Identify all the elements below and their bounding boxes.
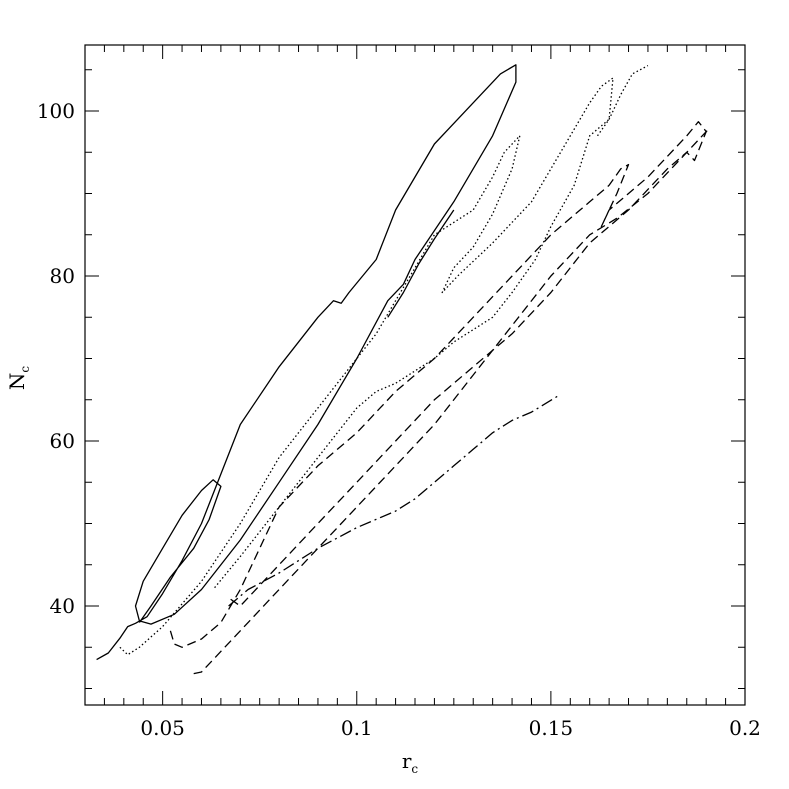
y-tick-label: 80 [50,264,75,288]
series-line-3 [119,77,614,656]
series-line-6 [193,127,711,675]
y-tick-label: 40 [50,594,75,618]
y-tick-label: 60 [50,429,75,453]
x-tick-label: 0.05 [140,716,185,740]
x-tick-label: 0.1 [341,716,373,740]
axis-ticks [85,45,746,705]
x-tick-label: 0.2 [729,716,761,740]
series-line-4 [596,65,649,137]
series-line-1 [96,64,517,661]
tick-labels: 0.05 0.1 0.15 0.2 40 60 80 100 [37,99,761,740]
y-tick-label: 100 [37,99,75,123]
x-axis-title: rc [402,749,419,776]
y-axis-title: Nc [5,366,32,391]
series-group [96,64,711,675]
series-line-7 [228,395,559,607]
x-tick-label: 0.15 [529,716,574,740]
series-line-5 [169,121,707,648]
series-line-2 [387,209,455,318]
